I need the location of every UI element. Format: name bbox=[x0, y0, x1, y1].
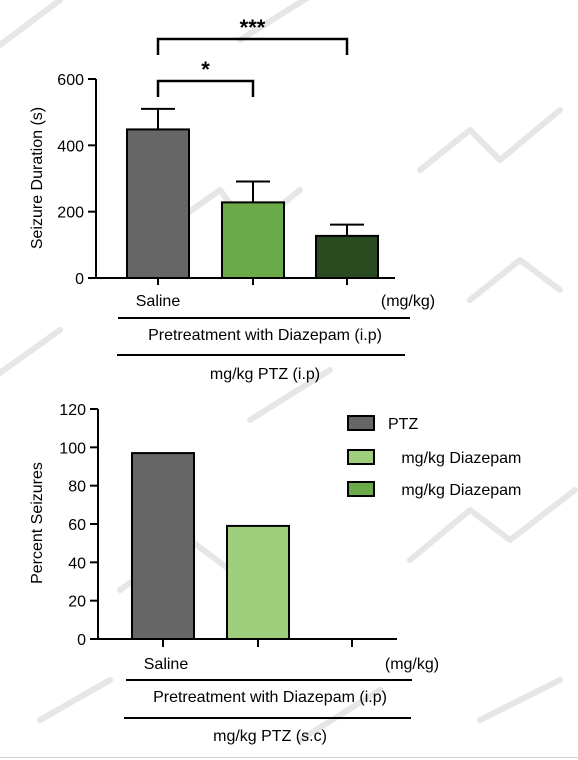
bottom-border bbox=[0, 757, 578, 758]
category-unit-note: (mg/kg) bbox=[385, 656, 439, 673]
legend-label-diazepam-low: mg/kg Diazepam bbox=[388, 450, 521, 467]
y-tick-label: 80 bbox=[68, 479, 86, 496]
significance-bracket bbox=[156, 37, 349, 55]
y-ticks: 0 20 40 60 80 100 120 bbox=[59, 402, 98, 649]
x-ticks bbox=[162, 639, 353, 647]
y-tick-label: 20 bbox=[68, 594, 86, 611]
y-ticks: 0 200 400 600 bbox=[57, 72, 96, 288]
group-label: Pretreatment with Diazepam (i.p) bbox=[153, 689, 387, 706]
x-ticks bbox=[157, 278, 348, 285]
y-tick-label: 200 bbox=[57, 205, 84, 222]
legend-swatch-diazepam-low bbox=[347, 449, 375, 465]
bars bbox=[126, 107, 379, 280]
significance-bracket bbox=[156, 79, 255, 97]
y-axis-title: Seizure Duration (s) bbox=[29, 107, 46, 249]
y-tick-label: 600 bbox=[57, 72, 84, 89]
y-tick-label: 40 bbox=[68, 555, 86, 572]
category-unit-note: (mg/kg) bbox=[381, 293, 435, 310]
outer-label: mg/kg PTZ (i.p) bbox=[210, 366, 320, 383]
y-tick-label: 120 bbox=[59, 402, 86, 419]
legend-label-diazepam-high: mg/kg Diazepam bbox=[388, 482, 521, 499]
category-label-saline: Saline bbox=[136, 293, 181, 310]
bar-1 bbox=[226, 524, 290, 641]
y-tick-label: 100 bbox=[59, 440, 86, 457]
significance-label: * bbox=[201, 57, 210, 82]
bar-0 bbox=[131, 452, 195, 641]
legend-swatch-diazepam-high bbox=[347, 481, 375, 497]
outer-label: mg/kg PTZ (s.c) bbox=[213, 728, 327, 745]
group-label: Pretreatment with Diazepam (i.p) bbox=[148, 327, 382, 344]
legend-swatch-ptz bbox=[347, 415, 375, 431]
category-label-saline: Saline bbox=[144, 656, 189, 673]
significance-label: *** bbox=[240, 15, 266, 40]
legend: PTZ mg/kg Diazepam mg/kg Diazepam bbox=[347, 415, 521, 499]
y-tick-label: 400 bbox=[57, 138, 84, 155]
bar-1 bbox=[221, 201, 285, 280]
y-tick-label: 0 bbox=[75, 271, 84, 288]
y-axis-title: Percent Seizures bbox=[29, 462, 46, 584]
y-tick-label: 60 bbox=[68, 517, 86, 534]
bar-2 bbox=[315, 234, 379, 279]
significance-brackets: **** bbox=[156, 15, 349, 97]
bar-0 bbox=[126, 128, 190, 279]
legend-label-ptz: PTZ bbox=[388, 416, 418, 433]
bars bbox=[131, 452, 290, 641]
y-tick-label: 0 bbox=[77, 632, 86, 649]
